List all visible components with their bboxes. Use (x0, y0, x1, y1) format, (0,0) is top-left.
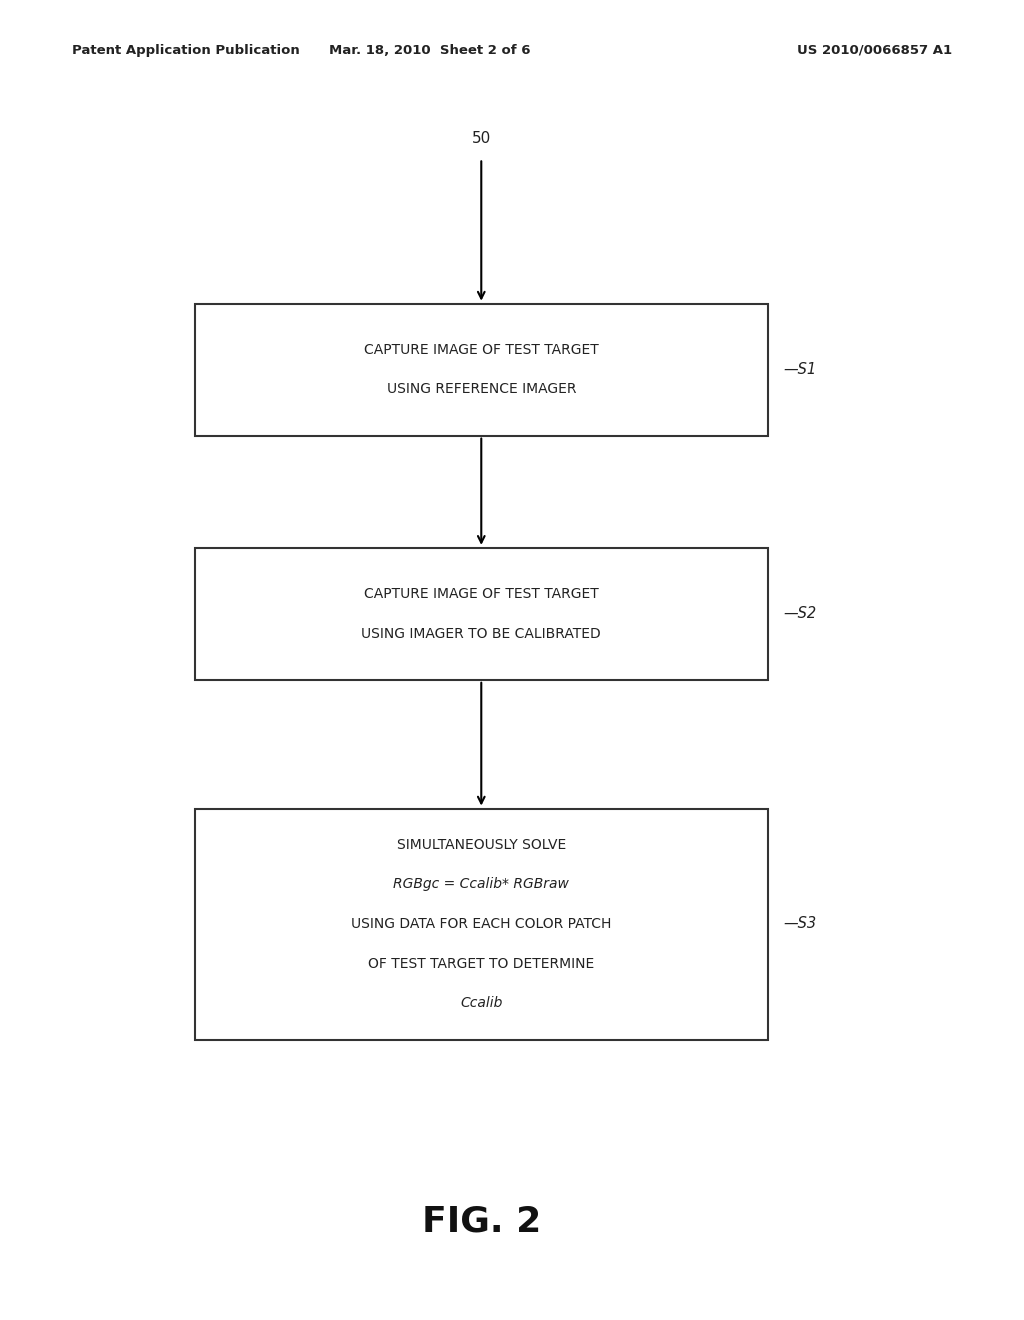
Text: US 2010/0066857 A1: US 2010/0066857 A1 (798, 44, 952, 57)
Text: FIG. 2: FIG. 2 (422, 1204, 541, 1238)
Text: USING IMAGER TO BE CALIBRATED: USING IMAGER TO BE CALIBRATED (361, 627, 601, 640)
Text: OF TEST TARGET TO DETERMINE: OF TEST TARGET TO DETERMINE (369, 957, 594, 970)
Text: Ccalib: Ccalib (460, 997, 503, 1010)
Text: RGBgc = Ccalib* RGBraw: RGBgc = Ccalib* RGBraw (393, 878, 569, 891)
Text: 50: 50 (472, 131, 490, 147)
Text: —S2: —S2 (783, 606, 816, 622)
Text: CAPTURE IMAGE OF TEST TARGET: CAPTURE IMAGE OF TEST TARGET (364, 587, 599, 601)
FancyBboxPatch shape (195, 548, 768, 680)
Text: USING REFERENCE IMAGER: USING REFERENCE IMAGER (386, 383, 577, 396)
Text: —S1: —S1 (783, 362, 816, 378)
Text: —S3: —S3 (783, 916, 816, 932)
Text: CAPTURE IMAGE OF TEST TARGET: CAPTURE IMAGE OF TEST TARGET (364, 343, 599, 356)
Text: USING DATA FOR EACH COLOR PATCH: USING DATA FOR EACH COLOR PATCH (351, 917, 611, 931)
Text: Mar. 18, 2010  Sheet 2 of 6: Mar. 18, 2010 Sheet 2 of 6 (330, 44, 530, 57)
Text: SIMULTANEOUSLY SOLVE: SIMULTANEOUSLY SOLVE (396, 838, 566, 851)
FancyBboxPatch shape (195, 808, 768, 1040)
FancyBboxPatch shape (195, 304, 768, 436)
Text: Patent Application Publication: Patent Application Publication (72, 44, 299, 57)
